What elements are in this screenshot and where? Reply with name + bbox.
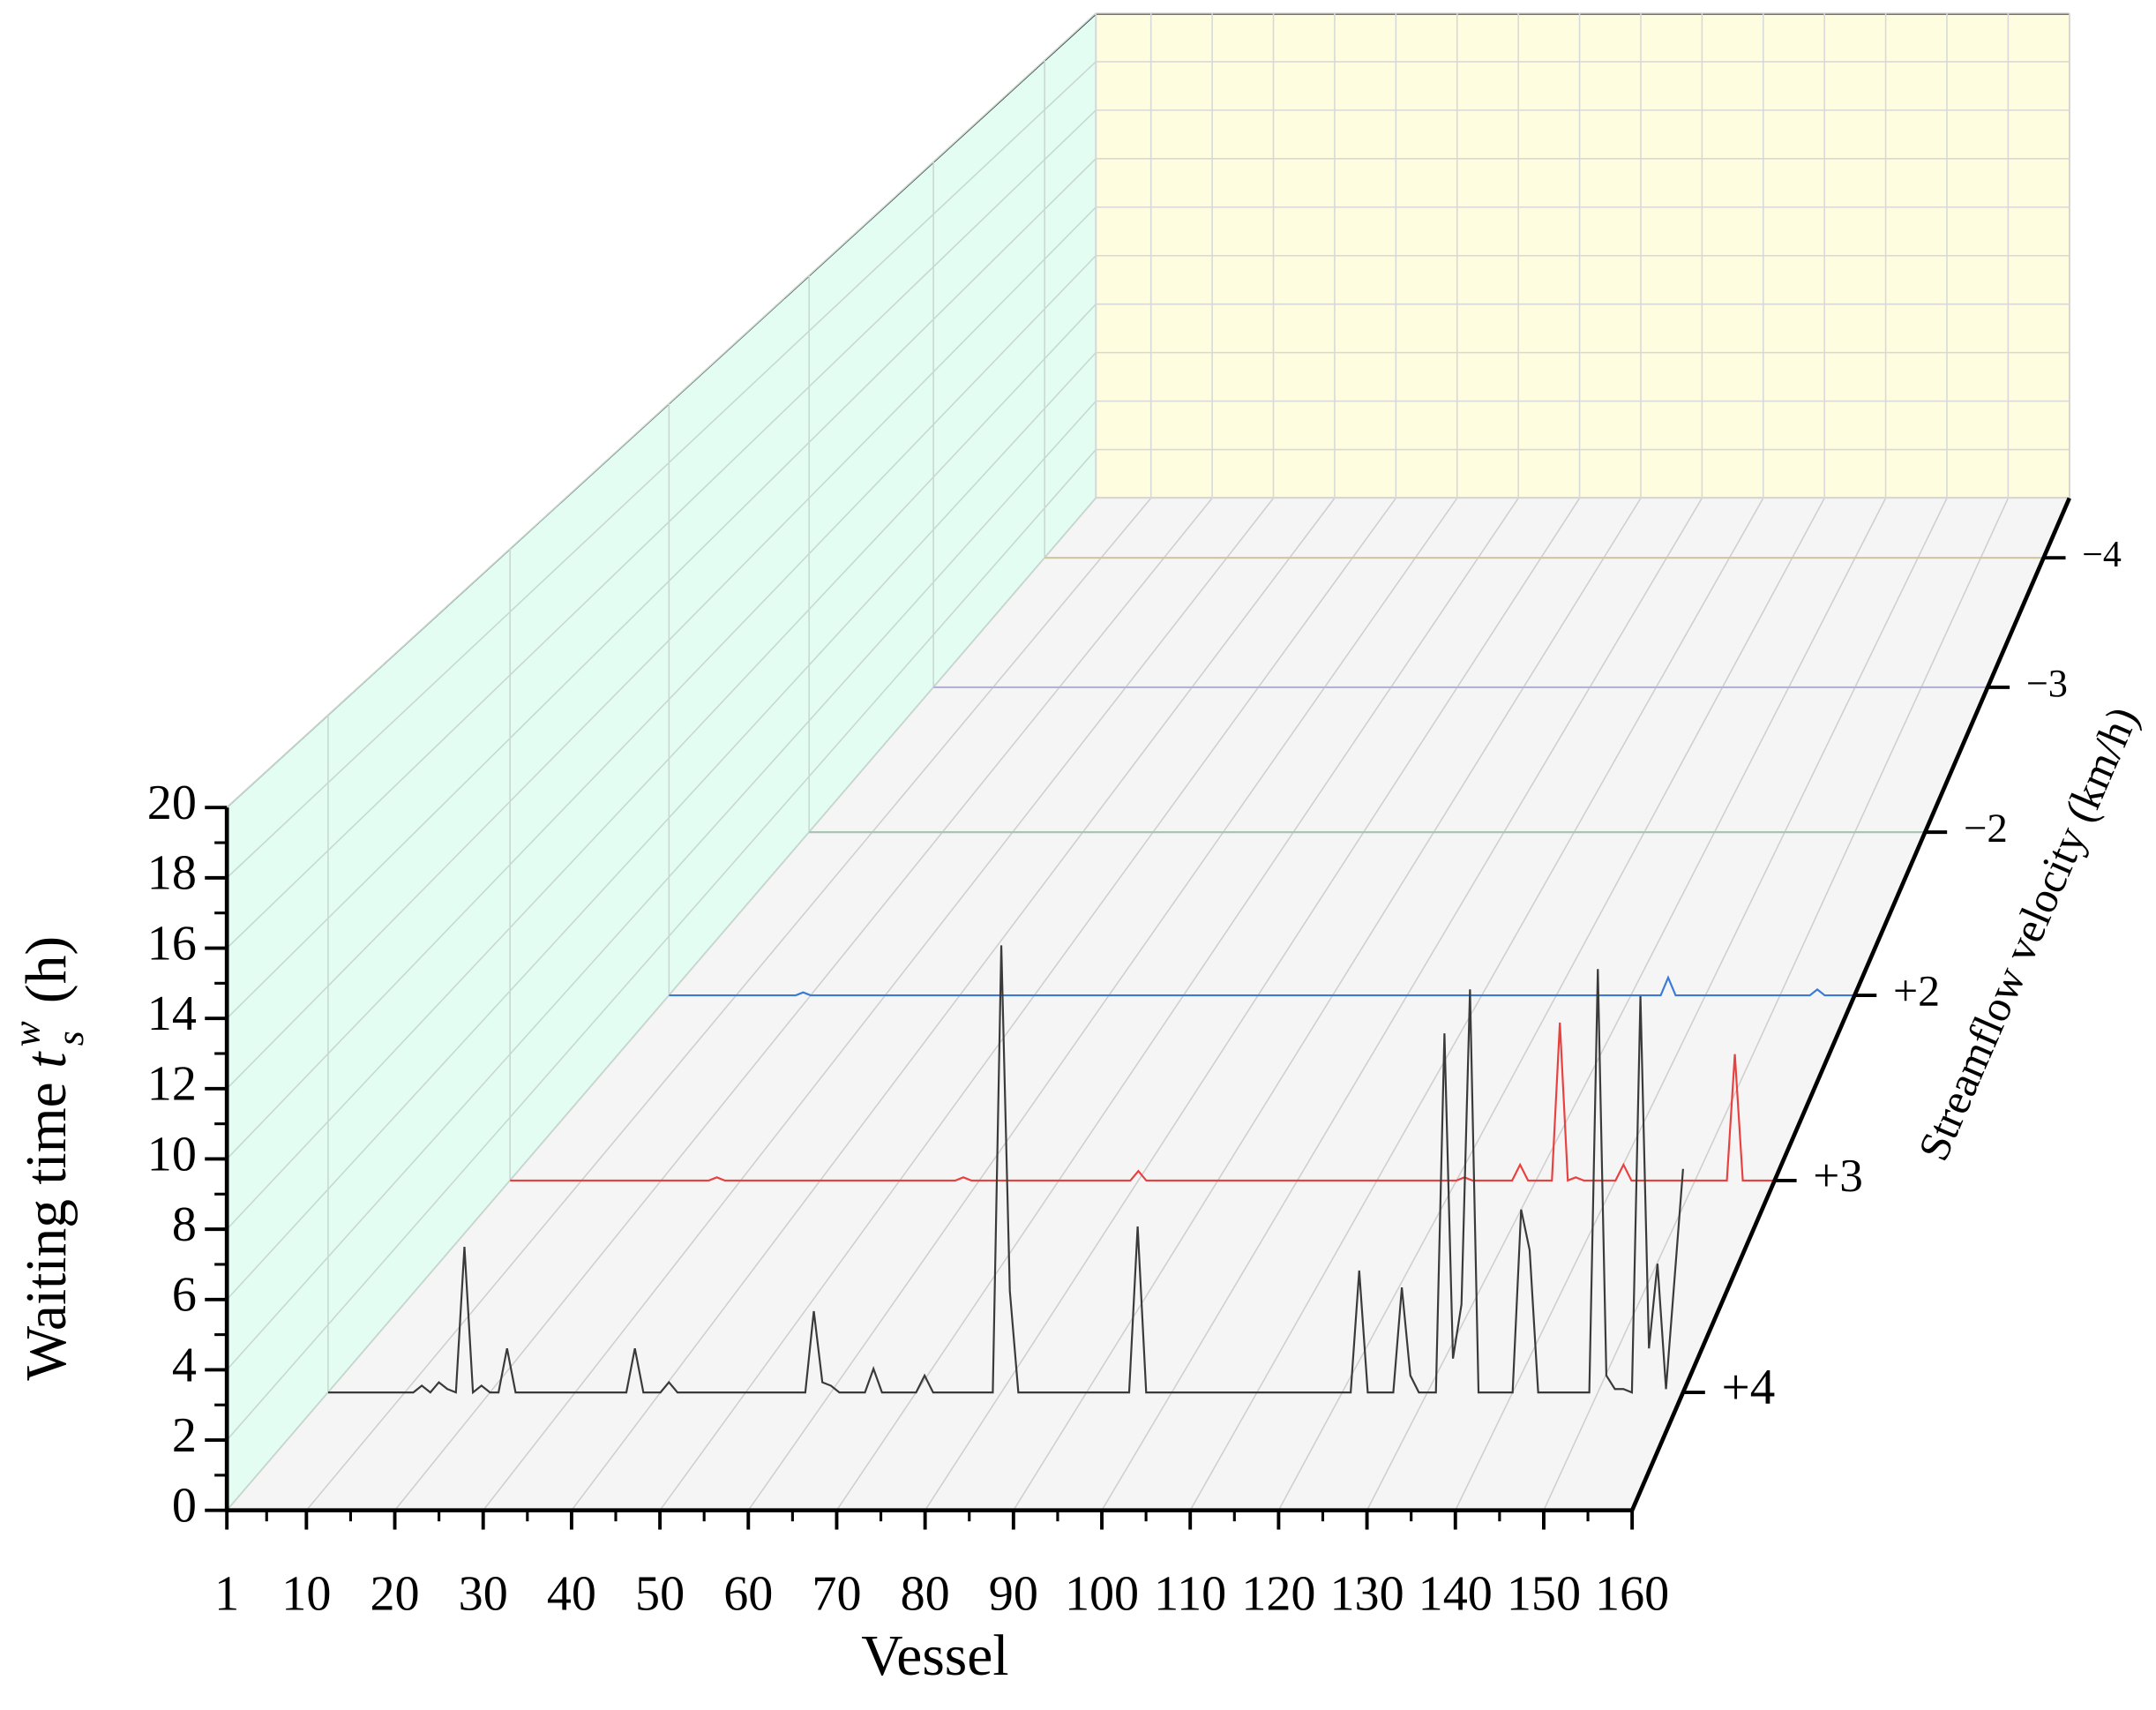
z-tick-label: −4 — [2082, 535, 2122, 575]
z-tick-label: −3 — [2026, 662, 2068, 705]
y-tick-label: 16 — [147, 916, 197, 971]
floor-grid-line — [659, 498, 1396, 1511]
y-tick-label: 20 — [147, 776, 197, 830]
wall-grid-line — [226, 158, 1097, 1019]
x-tick-label: 40 — [547, 1566, 596, 1621]
floor-grid-line — [483, 498, 1275, 1511]
z-tick-label: −2 — [1964, 806, 2008, 851]
floor-grid-line — [1455, 498, 1948, 1511]
floor-grid-line — [1101, 498, 1703, 1511]
x-tick-label: 150 — [1507, 1566, 1581, 1621]
z-axis — [1629, 497, 2071, 1511]
axes: 1 10 20 30 40 50 60 70 80 90 100 110 120 130 140 150 160… — [147, 497, 2122, 1621]
series-line — [327, 945, 1684, 1395]
y-label-symbol: t — [15, 1051, 79, 1069]
y-tick-label: 8 — [172, 1197, 197, 1252]
floor-grid-line — [1189, 498, 1764, 1511]
z-tick-label: +3 — [1813, 1150, 1863, 1202]
x-tick-label: 1 — [214, 1566, 239, 1621]
floor-grid-line — [571, 498, 1336, 1511]
floor-grid-line — [747, 498, 1458, 1511]
y-label-sup: w — [5, 1021, 48, 1046]
series-line — [669, 975, 1855, 997]
wall-grid-line — [226, 12, 1097, 808]
wall-grid-line — [226, 304, 1097, 1230]
floor-grid-line — [924, 498, 1581, 1511]
floor-grid-line — [1543, 498, 2010, 1511]
x-tick-label: 160 — [1595, 1566, 1669, 1621]
floor-grid-line — [393, 498, 1213, 1511]
wall-grid-line — [226, 352, 1097, 1301]
floor-grid-line — [1013, 498, 1642, 1511]
y-label-sub: s — [49, 1031, 92, 1046]
floor-grid-line — [305, 498, 1152, 1511]
x-axis-label: Vessel — [861, 1624, 1008, 1688]
x-tick-label: 30 — [459, 1566, 508, 1621]
plot-area — [327, 557, 2044, 1395]
x-tick-label: 10 — [281, 1566, 331, 1621]
series-line — [510, 1022, 1775, 1182]
y-label-text: Waiting time — [15, 1082, 79, 1380]
wall-grid-line — [226, 449, 1097, 1441]
y-tick-label: 18 — [147, 846, 197, 901]
floor-grid-line — [835, 498, 1519, 1511]
z-tick-label: +4 — [1722, 1360, 1776, 1415]
x-tick-label: 120 — [1241, 1566, 1315, 1621]
wall-grid-line — [226, 206, 1097, 1090]
x-tick-label: 70 — [812, 1566, 861, 1621]
x-tick-label: 90 — [989, 1566, 1038, 1621]
y-tick-label: 14 — [147, 986, 197, 1041]
x-tick-label: 60 — [723, 1566, 773, 1621]
y-tick-label: 10 — [147, 1127, 197, 1181]
wall-grid-line — [226, 109, 1097, 949]
floor-grid-line — [1277, 498, 1825, 1511]
y-tick-label: 0 — [172, 1479, 197, 1534]
x-tick-label: 100 — [1065, 1566, 1139, 1621]
wall-grid-line — [226, 255, 1097, 1160]
x-tick-label: 140 — [1419, 1566, 1493, 1621]
y-tick-label: 6 — [172, 1268, 197, 1323]
y-tick-label: 12 — [147, 1057, 197, 1112]
x-tick-label: 20 — [370, 1566, 419, 1621]
y-tick-label: 2 — [172, 1408, 197, 1463]
y-tick-label: 4 — [172, 1338, 197, 1392]
x-tick-label: 50 — [635, 1566, 685, 1621]
wall-grid-line — [226, 401, 1097, 1370]
y-axis-label: Waiting time tws (h) — [5, 936, 92, 1381]
x-tick-label: 110 — [1154, 1566, 1226, 1621]
wall-grid-line — [226, 61, 1097, 879]
floor — [227, 498, 2070, 1511]
x-tick-label: 80 — [901, 1566, 950, 1621]
y-label-unit: (h) — [15, 936, 79, 1003]
z-tick-label: +2 — [1893, 967, 1940, 1016]
wall-grid-line — [226, 498, 1097, 1511]
x-tick-label: 130 — [1330, 1566, 1404, 1621]
